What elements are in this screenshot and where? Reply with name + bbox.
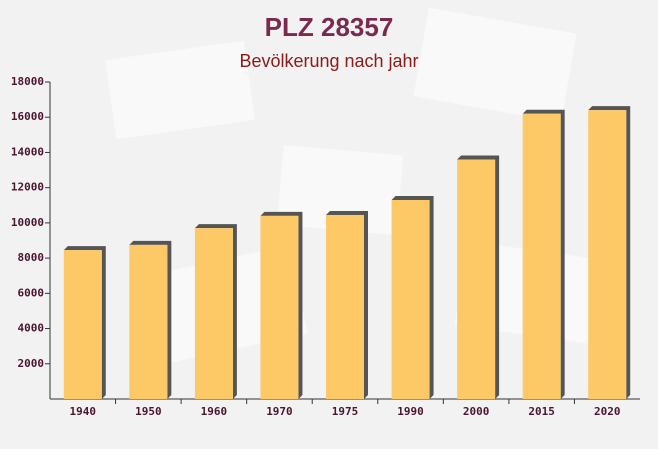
bar (63, 250, 102, 399)
bar (391, 199, 430, 399)
bar (457, 159, 496, 399)
bar (194, 228, 233, 399)
y-tick-label: 2000 (18, 357, 45, 370)
bar (588, 110, 627, 399)
bar (129, 244, 168, 399)
bar (522, 113, 561, 399)
x-tick-label: 2000 (463, 405, 490, 418)
x-tick-label: 1940 (70, 405, 97, 418)
bar (260, 215, 299, 399)
x-tick-label: 2015 (528, 405, 555, 418)
y-tick-label: 8000 (18, 251, 45, 264)
chart-title: PLZ 28357 (265, 12, 394, 42)
y-tick-label: 10000 (11, 216, 44, 229)
y-tick-label: 12000 (11, 181, 44, 194)
y-tick-label: 14000 (11, 145, 44, 158)
x-tick-label: 1970 (266, 405, 293, 418)
x-tick-label: 1960 (201, 405, 228, 418)
bar (326, 214, 364, 399)
y-tick-label: 16000 (11, 110, 44, 123)
y-tick-label: 6000 (18, 286, 45, 299)
x-tick-label: 1950 (135, 405, 162, 418)
x-tick-label: 1990 (397, 405, 424, 418)
y-tick-label: 18000 (11, 75, 44, 88)
x-tick-label: 1975 (332, 405, 359, 418)
x-tick-label: 2020 (594, 405, 621, 418)
y-tick-label: 4000 (18, 322, 45, 335)
chart-subtitle: Bevölkerung nach jahr (239, 51, 418, 71)
